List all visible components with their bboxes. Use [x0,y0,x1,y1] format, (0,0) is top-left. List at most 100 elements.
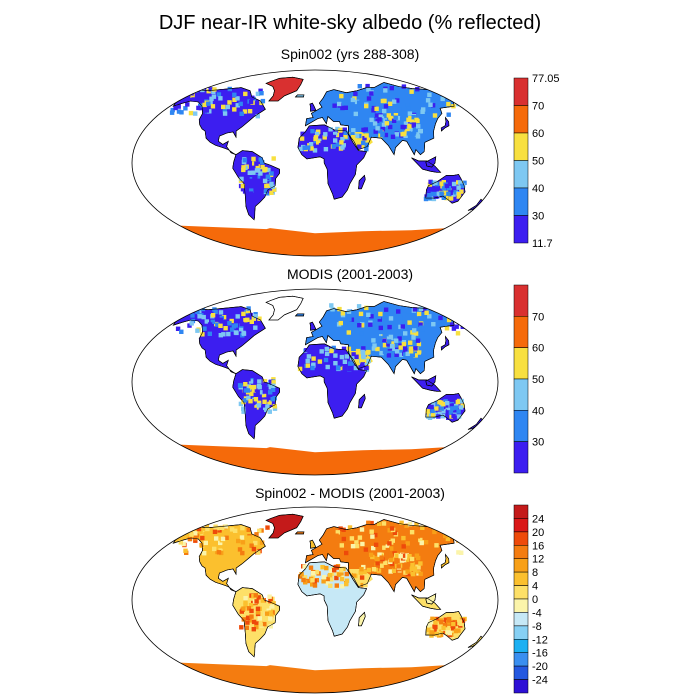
colorbar-swatch [513,187,529,216]
data-cell [344,550,349,556]
data-cell [369,91,374,96]
data-cell [255,174,261,179]
coastline [232,369,280,440]
data-cell [383,132,389,138]
data-cell [424,310,429,315]
data-cell [344,571,349,577]
data-cell [306,354,312,359]
data-cell [366,524,371,529]
data-cell [233,528,238,533]
data-cell [445,536,451,542]
colorbar-swatch [513,545,529,559]
data-cell [364,103,369,109]
data-cell [354,133,360,139]
data-cell [202,102,207,108]
data-cell [328,127,333,132]
data-cell [444,326,450,331]
data-cell [239,176,244,182]
colorbar-swatch [513,215,529,244]
data-cell [333,131,338,137]
data-cells [175,303,467,420]
data-cell [259,390,265,395]
data-cell [238,101,243,107]
data-cell [333,138,338,143]
data-cell [325,364,330,370]
data-cell [389,343,395,349]
data-cell [373,532,378,538]
data-cell [374,567,379,572]
coastline [411,376,442,392]
data-cell [365,83,370,89]
data-cell [262,621,267,627]
data-cell [298,574,303,579]
data-cell [354,354,359,359]
data-cell [207,109,212,114]
data-cell [176,104,181,109]
data-cell [310,578,315,583]
data-cell [176,109,182,114]
data-cell [366,87,371,92]
data-cell [448,190,453,195]
data-cell [308,142,314,147]
data-cell [416,341,422,347]
data-cell [418,316,423,321]
data-cell [241,167,246,173]
colorbar-swatch [513,518,529,533]
data-cell [263,382,268,387]
data-cell [401,544,406,549]
data-cell [336,365,341,370]
data-cell [340,137,345,142]
data-cell [359,331,364,336]
data-cell [214,536,219,541]
panel-3-map [131,506,499,694]
data-cell [388,124,393,130]
data-cell [331,345,336,351]
data-cell [262,178,268,184]
data-cell [268,379,274,384]
data-cell [382,545,387,550]
colorbar-swatch [513,585,529,600]
coastline [232,587,280,658]
data-cell [221,315,227,320]
data-cell [330,307,335,312]
data-cell [205,526,210,532]
data-cell [268,390,273,395]
colorbar-swatch [513,531,529,546]
data-cell [256,384,262,389]
data-cell [353,569,358,574]
data-cell [448,410,454,415]
colorbar-swatch [513,347,529,380]
data-cell [382,118,387,123]
data-cell [251,399,256,404]
colorbar-swatch [513,558,529,573]
data-cell [258,622,263,627]
data-cell [337,572,342,577]
data-cell [400,553,406,558]
data-cell [211,89,216,95]
data-cell [366,567,371,573]
data-cell [224,535,229,540]
colorbar-swatch [513,410,529,442]
data-cell [253,175,258,180]
data-cell [215,322,220,327]
data-cell [245,388,251,393]
data-cell [372,343,377,348]
coastline [294,531,305,535]
data-cell [208,100,213,105]
data-cell [409,118,415,123]
data-cell [257,316,262,321]
data-cell [445,400,450,406]
data-cell [407,521,413,527]
data-cell [254,168,260,173]
data-cell [258,171,263,176]
data-cell [333,361,338,366]
data-cell [446,101,451,107]
data-cell [361,346,366,351]
data-cell [436,88,441,94]
colorbar-swatch [513,625,529,640]
data-cell [410,562,415,567]
data-cell [311,362,316,367]
colorbar-label: 40 [532,405,544,417]
data-cell [425,409,430,414]
data-cell [439,191,444,196]
